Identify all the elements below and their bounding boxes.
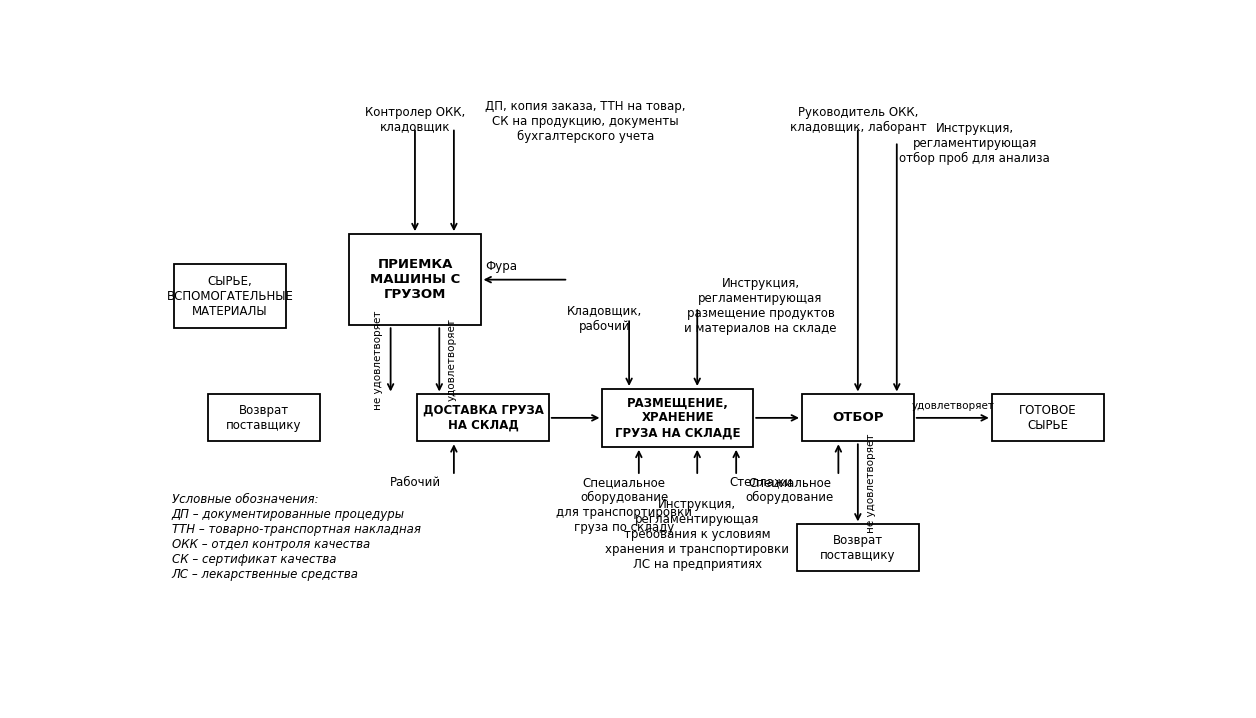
Text: Руководитель ОКК,
кладовщик, лаборант: Руководитель ОКК, кладовщик, лаборант: [790, 106, 926, 134]
FancyBboxPatch shape: [417, 394, 549, 442]
Text: РАЗМЕЩЕНИЕ,
ХРАНЕНИЕ
ГРУЗА НА СКЛАДЕ: РАЗМЕЩЕНИЕ, ХРАНЕНИЕ ГРУЗА НА СКЛАДЕ: [615, 396, 741, 439]
FancyBboxPatch shape: [798, 524, 918, 572]
Text: ОТБОР: ОТБОР: [831, 411, 884, 424]
FancyBboxPatch shape: [208, 394, 320, 442]
Text: Контролер ОКК,
кладовщик: Контролер ОКК, кладовщик: [364, 106, 465, 134]
Text: Фура: Фура: [486, 260, 517, 273]
FancyBboxPatch shape: [603, 389, 754, 447]
Text: удовлетворяет: удовлетворяет: [912, 401, 995, 411]
Text: Возврат
поставщику: Возврат поставщику: [820, 533, 896, 561]
Text: Инструкция,
регламентирующая
отбор проб для анализа: Инструкция, регламентирующая отбор проб …: [899, 122, 1050, 165]
Text: Специальное
оборудование
для транспортировки
груза по складу: Специальное оборудование для транспортир…: [556, 476, 692, 534]
Text: ПРИЕМКА
МАШИНЫ С
ГРУЗОМ: ПРИЕМКА МАШИНЫ С ГРУЗОМ: [369, 258, 460, 301]
FancyBboxPatch shape: [349, 234, 481, 325]
Text: СЫРЬЕ,
ВСПОМОГАТЕЛЬНЫЕ
МАТЕРИАЛЫ: СЫРЬЕ, ВСПОМОГАТЕЛЬНЫЕ МАТЕРИАЛЫ: [167, 275, 294, 318]
Text: удовлетворяет: удовлетворяет: [447, 318, 457, 401]
FancyBboxPatch shape: [801, 394, 914, 442]
Text: ДП, копия заказа, ТТН на товар,
СК на продукцию, документы
бухгалтерского учета: ДП, копия заказа, ТТН на товар, СК на пр…: [485, 100, 686, 143]
Text: Инструкция,
регламентирующая
размещение продуктов
и материалов на складе: Инструкция, регламентирующая размещение …: [685, 277, 836, 335]
Text: Стеллажи: Стеллажи: [728, 476, 793, 489]
Text: Рабочий: Рабочий: [389, 476, 441, 489]
Text: ДОСТАВКА ГРУЗА
НА СКЛАД: ДОСТАВКА ГРУЗА НА СКЛАД: [423, 404, 544, 432]
Text: не удовлетворяет: не удовлетворяет: [865, 433, 875, 533]
Text: не удовлетворяет: не удовлетворяет: [373, 310, 383, 409]
FancyBboxPatch shape: [175, 264, 286, 328]
Text: Условные обозначения:
ДП – документированные процедуры
ТТН – товарно-транспортна: Условные обозначения: ДП – документирова…: [172, 493, 421, 581]
Text: ГОТОВОЕ
СЫРЬЕ: ГОТОВОЕ СЫРЬЕ: [1019, 404, 1076, 432]
Text: Инструкция,
регламентирующая
требования к условиям
хранения и транспортировки
ЛС: Инструкция, регламентирующая требования …: [605, 498, 789, 571]
Text: Специальное
оборудование: Специальное оборудование: [746, 476, 834, 504]
Text: Возврат
поставщику: Возврат поставщику: [226, 404, 301, 432]
Text: Кладовщик,
рабочий: Кладовщик, рабочий: [568, 304, 642, 332]
FancyBboxPatch shape: [992, 394, 1104, 442]
